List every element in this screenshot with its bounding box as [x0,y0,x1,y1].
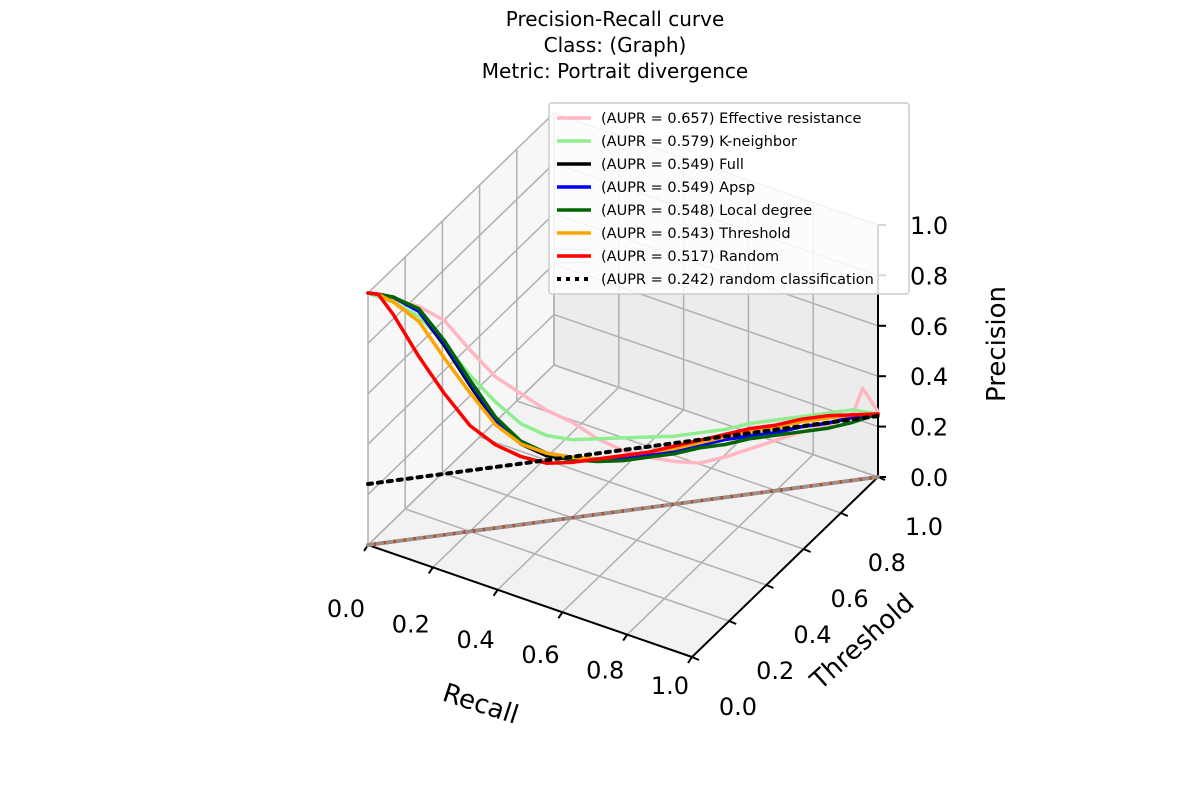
axis-lines [363,224,886,664]
legend-label-1: (AUPR = 0.579) K-neighbor [601,134,797,150]
title-line-2: Class: (Graph) [544,33,687,57]
title-line-3: Metric: Portrait divergence [482,59,748,83]
x-axis-line [367,544,693,658]
y-tick-label-1: 0.2 [756,657,794,685]
x-tick-label-2: 0.4 [457,626,495,654]
left-wall-pane [368,113,554,545]
curve-series-4 [366,291,880,464]
x-tick-label-5: 1.0 [651,672,689,700]
y-tick-3 [803,548,811,553]
z-tick-label-5: 1.0 [910,212,948,240]
z-tick-label-4: 0.8 [910,262,948,290]
x-tick-1 [427,566,434,574]
grid-y-1 [404,257,730,622]
x-tick-label-3: 0.6 [521,641,559,669]
y-axis-line [691,476,879,658]
curve-series-6 [366,291,880,465]
series-curves [366,291,880,486]
x-tick-5 [687,656,693,664]
x-tick-2 [492,589,499,597]
grid-y-3 [478,185,804,550]
legend-label-0: (AUPR = 0.657) Effective resistance [601,111,861,127]
z-tick-label-2: 0.4 [910,363,948,391]
y-tick-2 [766,584,774,589]
y-tick-label-0: 0.0 [719,693,757,721]
legend-label-5: (AUPR = 0.543) Threshold [601,226,791,242]
legend-frame [548,102,910,295]
z-tick-label-3: 0.6 [910,313,948,341]
legend-label-6: (AUPR = 0.517) Random [601,249,779,265]
floor-projections [366,475,880,547]
legend-label-3: (AUPR = 0.549) Apsp [601,180,755,196]
x-tick-label-0: 0.0 [327,595,365,623]
title-line-1: Precision-Recall curve [506,7,725,31]
x-tick-label-1: 0.2 [392,610,430,638]
y-tick-0 [691,656,700,661]
x-tick-4 [622,634,629,642]
legend-label-4: (AUPR = 0.548) Local degree [601,203,812,219]
y-tick-label-3: 0.6 [831,585,869,613]
x-axis-label: Recall [439,678,522,731]
curve-series-7 [366,414,880,486]
legend-label-2: (AUPR = 0.549) Full [601,157,744,173]
x-tick-label-4: 0.8 [586,657,624,685]
x-tick-3 [557,611,564,619]
grid-y-4 [516,149,842,514]
z-axis-label: Precision [982,286,1012,402]
tick-labels: 0.00.00.00.20.20.20.4 0.40.40.60.60.60.80… [327,212,948,721]
z-tick-label-1: 0.2 [910,414,948,442]
legend: (AUPR = 0.657) Effective resistance (AUPR… [548,102,910,295]
y-tick-label-5: 1.0 [905,513,943,541]
y-tick-4 [840,512,849,517]
shadow-series-7 [366,475,880,547]
z-tick-label-0: 0.0 [910,464,948,492]
y-tick-label-4: 0.8 [868,549,906,577]
y-tick-1 [728,620,737,625]
y-tick-label-2: 0.4 [793,621,831,649]
chart-title: Precision-Recall curve Class: (Graph) Me… [482,7,748,83]
legend-label-7: (AUPR = 0.242) random classification [601,272,874,288]
